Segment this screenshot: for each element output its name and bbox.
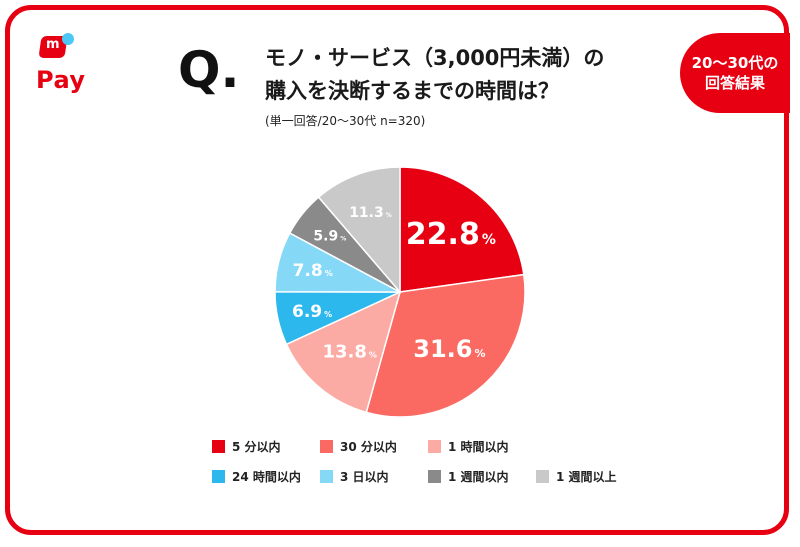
legend-item: 24 時間以内 [212,468,301,485]
legend-item: 1 時間以内 [428,438,509,455]
slice-value-label: 7.8% [293,261,333,281]
slice-value-label: 13.8% [322,341,376,362]
logo-dot-icon [62,33,74,45]
legend-label: 1 週間以内 [448,470,509,484]
logo-mark: m [46,37,60,52]
legend-swatch [536,470,549,483]
pie-slice [317,166,401,295]
pie-slice [365,273,526,418]
legend-label: 24 時間以内 [232,470,301,484]
card-frame [5,5,789,535]
legend-swatch [320,440,333,453]
slice-value-label: 31.6% [413,335,485,363]
question-mark: Q. [178,40,240,100]
merpay-logo: m Pay [34,30,104,100]
legend-label: 3 日以内 [340,470,389,484]
legend-item: 1 週間以内 [428,468,509,485]
age-group-badge: 20〜30代の 回答結果 [680,33,790,113]
badge-line-2: 回答結果 [704,74,765,92]
legend-item: 1 週間以上 [536,468,617,485]
question-letter: Q [178,41,221,99]
slice-value-label: 5.9% [313,229,346,245]
question-dot: . [220,41,240,99]
legend-swatch [428,440,441,453]
legend-label: 1 時間以内 [448,440,509,454]
pie-slice [399,166,525,293]
legend-swatch [212,440,225,453]
legend-swatch [212,470,225,483]
legend-item: 30 分以内 [320,438,397,455]
pie-slice [285,290,402,414]
legend-label: 1 週間以上 [556,470,617,484]
legend-label: 30 分以内 [340,440,397,454]
title-line-1: モノ・サービス（3,000円未満）の [265,46,605,70]
title-line-2: 購入を決断するまでの時間は？ [265,79,559,103]
logo-text: Pay [36,66,86,94]
legend-label: 5 分以内 [232,440,281,454]
legend-swatch [320,470,333,483]
legend-item: 3 日以内 [320,468,389,485]
question-title: モノ・サービス（3,000円未満）の 購入を決断するまでの時間は？ [265,42,645,108]
slice-value-label: 11.3% [349,205,392,221]
slice-value-label: 22.8% [406,217,496,252]
badge-line-1: 20〜30代の [691,54,779,72]
legend-swatch [428,470,441,483]
legend-item: 5 分以内 [212,438,281,455]
slice-value-label: 6.9% [292,302,332,322]
survey-note: (単一回答/20〜30代 n=320) [265,114,426,128]
